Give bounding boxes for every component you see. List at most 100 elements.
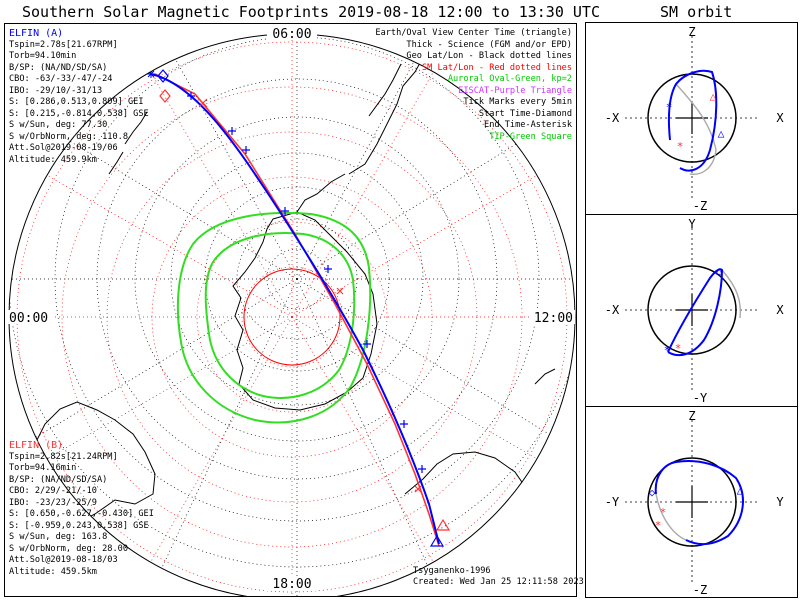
mlt-label-top: 06:00 bbox=[272, 27, 311, 42]
elfin-a-name: ELFIN (A) bbox=[9, 28, 64, 39]
elfin-a-info-line: S: [0.215,-0.814,0.538] GSE bbox=[9, 108, 149, 119]
elfin-a-ticks bbox=[187, 92, 426, 473]
elfin-a-info-line: CBO: -63/-33/-47/-24 bbox=[9, 74, 113, 84]
elfin-b-info-line: Torb=94.16min bbox=[9, 463, 77, 473]
earth-circle bbox=[647, 457, 737, 547]
mlt-label-bg bbox=[7, 310, 53, 324]
orbit-track-blue bbox=[654, 460, 744, 546]
orbit-axis-label: X bbox=[776, 303, 784, 317]
mlt-label-bottom: 18:00 bbox=[272, 577, 311, 592]
credit-created: Created: Wed Jan 25 12:11:58 2023 bbox=[413, 577, 584, 587]
elfin-b-info-line: S: [0.650,-0.627,-0.430] GEI bbox=[9, 509, 154, 519]
earth-circle bbox=[647, 265, 737, 355]
orbit-axis-label: Z bbox=[688, 25, 695, 39]
orbit-marker: * bbox=[666, 101, 673, 114]
orbit-axis-label: -Z bbox=[693, 199, 707, 213]
elfin-a-view-triangle bbox=[429, 534, 445, 547]
elfin-b-ticks bbox=[198, 98, 422, 493]
orbit-track-blue bbox=[667, 268, 724, 357]
elfin-b-info-line: S w/OrbNorm, deg: 28.00 bbox=[9, 543, 128, 554]
orbit-marker: ◇ bbox=[649, 486, 656, 499]
legend-item: TIP-Green Square bbox=[489, 131, 572, 142]
legend-item: Geo Lat/Lon - Black dotted lines bbox=[406, 51, 572, 61]
legend: Earth/Oval View Center Time (triangle) Th… bbox=[375, 28, 572, 143]
legend-item: SM Lat/Lon - Red dotted lines bbox=[421, 62, 572, 73]
elfin-b-track bbox=[154, 73, 440, 547]
orbit-axis-label: -X bbox=[605, 111, 620, 125]
elfin-b-info-line: Att.Sol@2019-08-18/03 bbox=[9, 555, 118, 565]
orbit-panel-yz bbox=[585, 406, 798, 598]
legend-item: Earth/Oval View Center Time (triangle) bbox=[375, 28, 572, 38]
mlt-label-bg bbox=[267, 26, 317, 40]
elfin-a-info-line: Att.Sol@2019-08-19/06 bbox=[9, 143, 118, 153]
orbit-axis-label: -Z bbox=[693, 583, 707, 597]
orbit-marker: △ bbox=[737, 484, 744, 497]
elfin-a-start-diamond bbox=[157, 69, 169, 83]
legend-item: Start Time-Diamond bbox=[478, 108, 572, 119]
orbit-marker: * bbox=[675, 342, 682, 355]
orbit-axis-label: Z bbox=[688, 409, 695, 423]
orbit-axis-label: Y bbox=[776, 495, 784, 509]
orbit-track-gray bbox=[655, 493, 687, 541]
orbit-track-blue bbox=[667, 69, 718, 172]
polar-plot: 06:00 00:00 12:00 18:00 bbox=[7, 26, 576, 600]
footprint-panel: 06:00 00:00 12:00 18:00 bbox=[4, 23, 577, 600]
elfin-b-name: ELFIN (B) bbox=[9, 440, 64, 451]
elfin-a-info-line: S w/OrbNorm, deg: 110.8 bbox=[9, 131, 128, 142]
mlt-label-left: 00:00 bbox=[9, 311, 48, 326]
orbit-track-gray bbox=[721, 269, 742, 319]
elfin-b-info-line: IBO: -23/23/-25/9 bbox=[9, 497, 97, 508]
orbit-marker: △ bbox=[718, 127, 725, 140]
orbit-title: SM orbit bbox=[660, 3, 733, 21]
elfin-a-info-line: S w/Sun, deg: 77.30 bbox=[9, 120, 108, 130]
elfin-b-lines: Tspin=2.82s[21.24RPM] Torb=94.16min B/SP: … bbox=[9, 452, 154, 579]
elfin-a-info-line: Torb=94.10min bbox=[9, 51, 77, 61]
elfin-a-info-line: S: [0.286,0.513,0.809] GEI bbox=[9, 97, 144, 107]
orbit-track-gray bbox=[675, 83, 717, 175]
sm-lon-lines bbox=[9, 34, 575, 600]
elfin-a-info-line: IBO: -29/10/-31/13 bbox=[9, 85, 103, 96]
globe bbox=[9, 34, 575, 600]
auroral-ovals bbox=[176, 211, 372, 424]
orbit-axis-label: -X bbox=[605, 303, 620, 317]
mlt-label-right: 12:00 bbox=[534, 311, 573, 326]
elfin-b-view-triangle bbox=[435, 518, 451, 531]
elfin-a-lines: Tspin=2.78s[21.67RPM] Torb=94.10min B/SP: … bbox=[9, 40, 149, 167]
elfin-b-info-line: S: [-0.959,0.243,0.538] GSE bbox=[9, 520, 149, 531]
elfin-a-info-line: Altitude: 459.9km bbox=[9, 154, 97, 165]
legend-item: Tick Marks every 5min bbox=[463, 97, 572, 107]
coastlines bbox=[24, 34, 558, 555]
orbit-marker: * bbox=[664, 344, 671, 357]
elfin-a-info-line: B/SP: (NA/ND/SD/SA) bbox=[9, 62, 108, 73]
elfin-a-info: ELFIN (A) Tspin=2.78s[21.67RPM] Torb=94.1… bbox=[9, 28, 149, 166]
elfin-a-info-line: Tspin=2.78s[21.67RPM] bbox=[9, 39, 118, 50]
orbit-axis-label: -Y bbox=[605, 495, 620, 509]
sm-pole-circle bbox=[243, 268, 341, 366]
elfin-a-track bbox=[150, 73, 440, 545]
main-title: Southern Solar Magnetic Footprints 2019-… bbox=[22, 3, 600, 21]
mlt-label-bg bbox=[267, 577, 317, 591]
legend-item: EISCAT-Purple Triangle bbox=[458, 85, 572, 96]
elfin-b-info-line: Altitude: 459.5km bbox=[9, 566, 97, 577]
orbit-marker: * bbox=[660, 506, 667, 519]
elfin-b-info-line: S w/Sun, deg: 163.8 bbox=[9, 532, 108, 542]
orbit-axis-label: X bbox=[776, 111, 784, 125]
legend-item: Thick - Science (FGM and/or EPD) bbox=[406, 39, 572, 50]
orbit-marker: △ bbox=[716, 264, 723, 277]
orbit-marker: * bbox=[655, 519, 662, 532]
credit-model: Tsyganenko-1996 bbox=[413, 566, 491, 576]
orbit-marker: △ bbox=[710, 90, 717, 103]
elfin-a-end-asterisk bbox=[147, 70, 155, 78]
legend-item: End Time-Asterisk bbox=[484, 120, 572, 130]
elfin-b-info: ELFIN (B) Tspin=2.82s[21.24RPM] Torb=94.1… bbox=[9, 440, 154, 578]
legend-item: Auroral Oval-Green, kp=2 bbox=[447, 74, 572, 84]
elfin-b-start-diamond bbox=[159, 89, 171, 103]
orbit-marker: * bbox=[677, 140, 684, 153]
elfin-b-info-line: Tspin=2.82s[21.24RPM] bbox=[9, 451, 118, 462]
orbit-axis-label: -Y bbox=[693, 391, 708, 405]
elfin-b-info-line: B/SP: (NA/ND/SD/SA) bbox=[9, 474, 108, 485]
